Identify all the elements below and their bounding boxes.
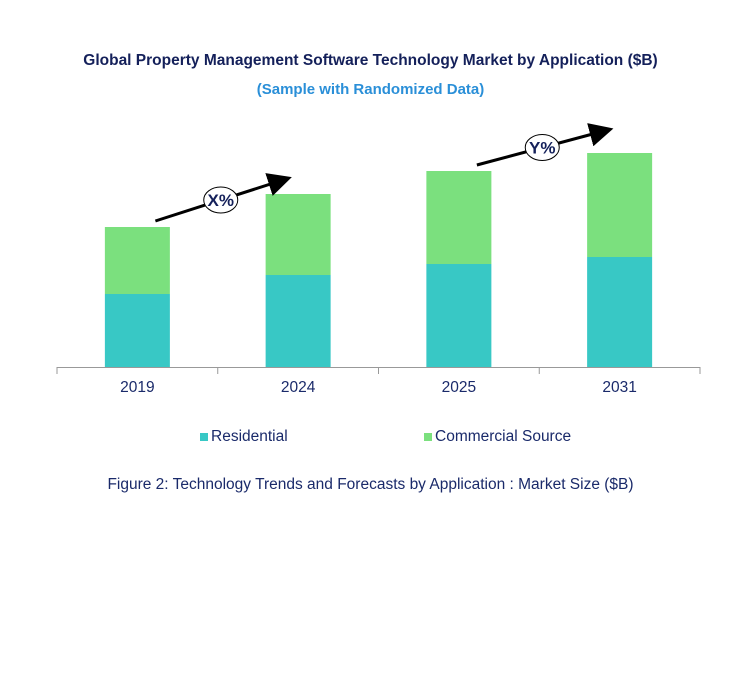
x-tick-label-2031: 2031	[602, 379, 636, 396]
x-tick-label-2025: 2025	[442, 379, 476, 396]
bar-residential-2031	[587, 257, 653, 367]
bar-commercial-source-2024	[265, 194, 331, 275]
legend-item-commercial: Commercial Source	[424, 428, 571, 446]
legend-label-residential: Residential	[211, 428, 288, 445]
growth-label-2: Y%	[529, 139, 555, 158]
bar-residential-2019	[104, 294, 170, 367]
figure-caption: Figure 2: Technology Trends and Forecast…	[107, 476, 634, 493]
growth-badge-1	[203, 186, 239, 214]
legend-item-residential: Residential	[200, 428, 288, 446]
legend-label-commercial: Commercial Source	[435, 428, 572, 445]
bar-commercial-source-2031	[587, 153, 653, 257]
legend-swatch-residential	[200, 433, 208, 441]
growth-badge-2	[524, 134, 560, 161]
legend-swatch-commercial	[424, 433, 432, 441]
growth-label-1: X%	[208, 191, 234, 210]
chart-title: Global Property Management Software Tech…	[83, 52, 658, 69]
chart-subtitle: (Sample with Randomized Data)	[256, 81, 485, 98]
bar-commercial-source-2019	[104, 227, 170, 294]
bar-residential-2025	[426, 264, 492, 367]
bar-residential-2024	[265, 275, 331, 367]
x-tick-label-2019: 2019	[120, 379, 154, 396]
x-tick-label-2024: 2024	[281, 379, 316, 396]
bar-commercial-source-2025	[426, 171, 492, 264]
